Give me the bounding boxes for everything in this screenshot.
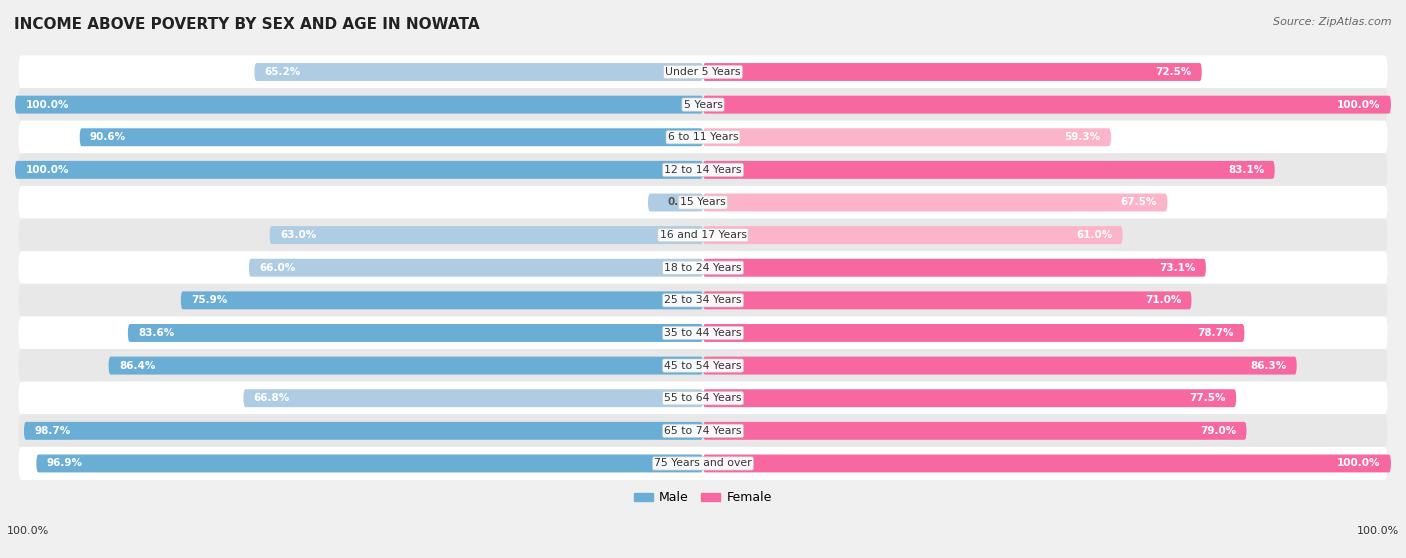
FancyBboxPatch shape bbox=[703, 128, 1111, 146]
Legend: Male, Female: Male, Female bbox=[630, 487, 776, 509]
FancyBboxPatch shape bbox=[703, 95, 1391, 114]
FancyBboxPatch shape bbox=[18, 447, 1388, 480]
Text: 65 to 74 Years: 65 to 74 Years bbox=[664, 426, 742, 436]
Text: 75 Years and over: 75 Years and over bbox=[654, 459, 752, 469]
Text: Under 5 Years: Under 5 Years bbox=[665, 67, 741, 77]
FancyBboxPatch shape bbox=[128, 324, 703, 342]
Text: 86.3%: 86.3% bbox=[1250, 360, 1286, 371]
FancyBboxPatch shape bbox=[181, 291, 703, 309]
FancyBboxPatch shape bbox=[18, 55, 1388, 89]
FancyBboxPatch shape bbox=[18, 219, 1388, 252]
FancyBboxPatch shape bbox=[37, 454, 703, 473]
FancyBboxPatch shape bbox=[243, 389, 703, 407]
Text: 63.0%: 63.0% bbox=[280, 230, 316, 240]
Text: 83.6%: 83.6% bbox=[138, 328, 174, 338]
Text: 67.5%: 67.5% bbox=[1121, 198, 1157, 208]
Text: 72.5%: 72.5% bbox=[1156, 67, 1191, 77]
FancyBboxPatch shape bbox=[18, 316, 1388, 350]
FancyBboxPatch shape bbox=[18, 283, 1388, 317]
Text: 16 and 17 Years: 16 and 17 Years bbox=[659, 230, 747, 240]
Text: INCOME ABOVE POVERTY BY SEX AND AGE IN NOWATA: INCOME ABOVE POVERTY BY SEX AND AGE IN N… bbox=[14, 17, 479, 32]
FancyBboxPatch shape bbox=[270, 226, 703, 244]
FancyBboxPatch shape bbox=[703, 194, 1167, 211]
FancyBboxPatch shape bbox=[15, 161, 703, 179]
FancyBboxPatch shape bbox=[18, 382, 1388, 415]
Text: 71.0%: 71.0% bbox=[1144, 295, 1181, 305]
FancyBboxPatch shape bbox=[249, 259, 703, 277]
FancyBboxPatch shape bbox=[18, 251, 1388, 285]
FancyBboxPatch shape bbox=[703, 259, 1206, 277]
Text: Source: ZipAtlas.com: Source: ZipAtlas.com bbox=[1274, 17, 1392, 27]
Text: 86.4%: 86.4% bbox=[120, 360, 155, 371]
FancyBboxPatch shape bbox=[108, 357, 703, 374]
Text: 100.0%: 100.0% bbox=[1357, 526, 1399, 536]
FancyBboxPatch shape bbox=[18, 414, 1388, 448]
Text: 66.0%: 66.0% bbox=[259, 263, 295, 273]
Text: 66.8%: 66.8% bbox=[253, 393, 290, 403]
Text: 75.9%: 75.9% bbox=[191, 295, 228, 305]
FancyBboxPatch shape bbox=[648, 194, 703, 211]
FancyBboxPatch shape bbox=[703, 226, 1122, 244]
Text: 73.1%: 73.1% bbox=[1159, 263, 1195, 273]
FancyBboxPatch shape bbox=[703, 389, 1236, 407]
Text: 100.0%: 100.0% bbox=[25, 100, 69, 109]
FancyBboxPatch shape bbox=[703, 454, 1391, 473]
FancyBboxPatch shape bbox=[18, 88, 1388, 121]
Text: 12 to 14 Years: 12 to 14 Years bbox=[664, 165, 742, 175]
Text: 25 to 34 Years: 25 to 34 Years bbox=[664, 295, 742, 305]
FancyBboxPatch shape bbox=[18, 121, 1388, 154]
FancyBboxPatch shape bbox=[703, 422, 1247, 440]
Text: 100.0%: 100.0% bbox=[1337, 459, 1381, 469]
FancyBboxPatch shape bbox=[18, 153, 1388, 186]
Text: 0.0%: 0.0% bbox=[666, 198, 696, 208]
Text: 5 Years: 5 Years bbox=[683, 100, 723, 109]
FancyBboxPatch shape bbox=[703, 63, 1202, 81]
FancyBboxPatch shape bbox=[703, 291, 1191, 309]
Text: 78.7%: 78.7% bbox=[1198, 328, 1234, 338]
Text: 77.5%: 77.5% bbox=[1189, 393, 1226, 403]
Text: 6 to 11 Years: 6 to 11 Years bbox=[668, 132, 738, 142]
Text: 79.0%: 79.0% bbox=[1199, 426, 1236, 436]
FancyBboxPatch shape bbox=[18, 186, 1388, 219]
Text: 83.1%: 83.1% bbox=[1229, 165, 1264, 175]
Text: 55 to 64 Years: 55 to 64 Years bbox=[664, 393, 742, 403]
Text: 59.3%: 59.3% bbox=[1064, 132, 1101, 142]
FancyBboxPatch shape bbox=[254, 63, 703, 81]
FancyBboxPatch shape bbox=[15, 95, 703, 114]
Text: 100.0%: 100.0% bbox=[1337, 100, 1381, 109]
Text: 100.0%: 100.0% bbox=[7, 526, 49, 536]
Text: 45 to 54 Years: 45 to 54 Years bbox=[664, 360, 742, 371]
Text: 18 to 24 Years: 18 to 24 Years bbox=[664, 263, 742, 273]
FancyBboxPatch shape bbox=[703, 161, 1275, 179]
FancyBboxPatch shape bbox=[703, 357, 1296, 374]
Text: 65.2%: 65.2% bbox=[264, 67, 301, 77]
FancyBboxPatch shape bbox=[18, 349, 1388, 382]
Text: 35 to 44 Years: 35 to 44 Years bbox=[664, 328, 742, 338]
FancyBboxPatch shape bbox=[703, 324, 1244, 342]
Text: 90.6%: 90.6% bbox=[90, 132, 127, 142]
FancyBboxPatch shape bbox=[24, 422, 703, 440]
Text: 61.0%: 61.0% bbox=[1076, 230, 1112, 240]
FancyBboxPatch shape bbox=[80, 128, 703, 146]
Text: 100.0%: 100.0% bbox=[25, 165, 69, 175]
Text: 98.7%: 98.7% bbox=[34, 426, 70, 436]
Text: 96.9%: 96.9% bbox=[46, 459, 83, 469]
Text: 15 Years: 15 Years bbox=[681, 198, 725, 208]
